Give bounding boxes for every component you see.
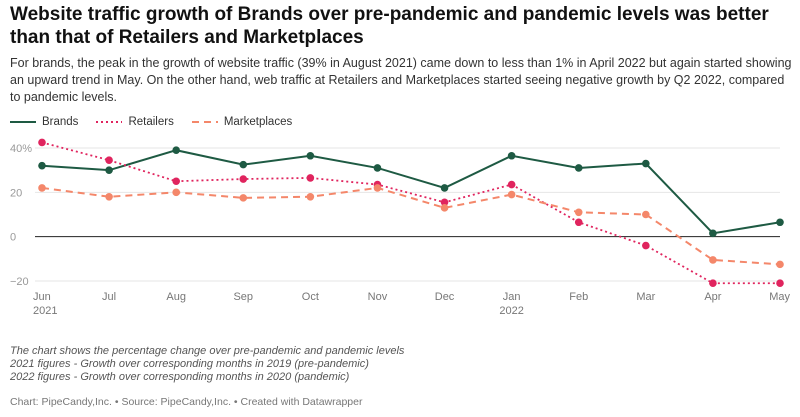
data-point-brands [239, 160, 248, 169]
x-tick-label: Jun [33, 291, 51, 303]
data-point-marketplaces [776, 260, 784, 269]
data-point-marketplaces [306, 192, 315, 201]
x-year-label: 2021 [33, 305, 57, 317]
note: 2022 figures - Growth over corresponding… [10, 371, 350, 383]
data-point-retailers [38, 138, 46, 147]
x-tick-label: Nov [368, 291, 388, 303]
legend-label: Retailers [128, 116, 174, 128]
x-tick-label: Dec [435, 291, 455, 303]
data-point-brands [709, 229, 717, 238]
x-tick-label: Apr [704, 291, 721, 303]
legend-label: Brands [42, 116, 79, 128]
x-tick-label: Jan [503, 291, 521, 303]
data-point-marketplaces [105, 192, 113, 201]
data-point-marketplaces [574, 208, 583, 217]
data-point-retailers [776, 279, 784, 288]
data-point-brands [105, 166, 113, 174]
data-point-brands [306, 151, 315, 160]
data-point-brands [507, 151, 516, 160]
y-tick-label: 0 [10, 232, 16, 244]
y-tick-label: −20 [10, 276, 29, 288]
legend-swatch [96, 121, 123, 123]
legend-item-marketplaces: Marketplaces [191, 116, 293, 128]
legend-item-retailers: Retailers [96, 116, 174, 128]
x-tick-label: Jul [102, 291, 116, 303]
data-point-brands [642, 159, 650, 168]
data-point-retailers [507, 180, 516, 189]
series-line-retailers [41, 141, 780, 285]
note: 2021 figures - Growth over corresponding… [10, 358, 369, 370]
series-line-brands [41, 149, 781, 235]
chart-title: Website traffic growth of Brands over pr… [10, 4, 769, 48]
data-point-brands [172, 146, 180, 155]
x-tick-label: Aug [166, 291, 186, 303]
data-point-brands [373, 164, 382, 172]
data-point-brands [440, 184, 449, 192]
x-tick-label: May [769, 291, 790, 303]
x-year-label: 2022 [499, 305, 523, 317]
legend-label: Marketplaces [223, 116, 293, 128]
data-point-marketplaces [440, 204, 449, 212]
data-point-retailers [105, 156, 113, 164]
x-tick-label: Oct [302, 291, 319, 303]
x-tick-label: Mar [636, 291, 655, 303]
data-point-marketplaces [239, 194, 248, 202]
footer: Chart: PipeCandy,Inc. • Source: PipeCand… [10, 396, 363, 408]
data-point-marketplaces [709, 256, 717, 264]
legend-swatch [10, 121, 36, 123]
y-tick-label: 20 [10, 187, 22, 199]
series-line-marketplaces [41, 186, 781, 266]
x-tick-label: Feb [569, 291, 588, 303]
data-point-marketplaces [642, 210, 650, 219]
data-point-retailers [440, 198, 449, 207]
data-point-marketplaces [373, 184, 382, 192]
data-point-retailers [574, 218, 583, 227]
chart-subtitle: For brands, the peak in the growth of we… [10, 56, 792, 104]
data-point-marketplaces [172, 188, 180, 197]
data-point-retailers [642, 241, 650, 250]
data-point-retailers [239, 175, 248, 183]
data-point-retailers [709, 279, 717, 288]
data-point-brands [574, 164, 583, 172]
legend-swatch [191, 121, 218, 123]
notes: The chart shows the percentage change ov… [10, 345, 404, 384]
data-point-brands [776, 218, 784, 227]
data-point-marketplaces [38, 184, 46, 192]
legend-item-brands: Brands [10, 116, 78, 128]
data-point-retailers [306, 174, 315, 182]
y-tick-label: 40% [10, 143, 32, 155]
x-tick-label: Sep [233, 291, 253, 303]
data-point-brands [38, 161, 46, 170]
data-point-retailers [172, 177, 180, 186]
data-point-marketplaces [507, 190, 516, 199]
note: The chart shows the percentage change ov… [10, 345, 405, 357]
legend: Brands Retailers Marketplaces [10, 116, 292, 128]
